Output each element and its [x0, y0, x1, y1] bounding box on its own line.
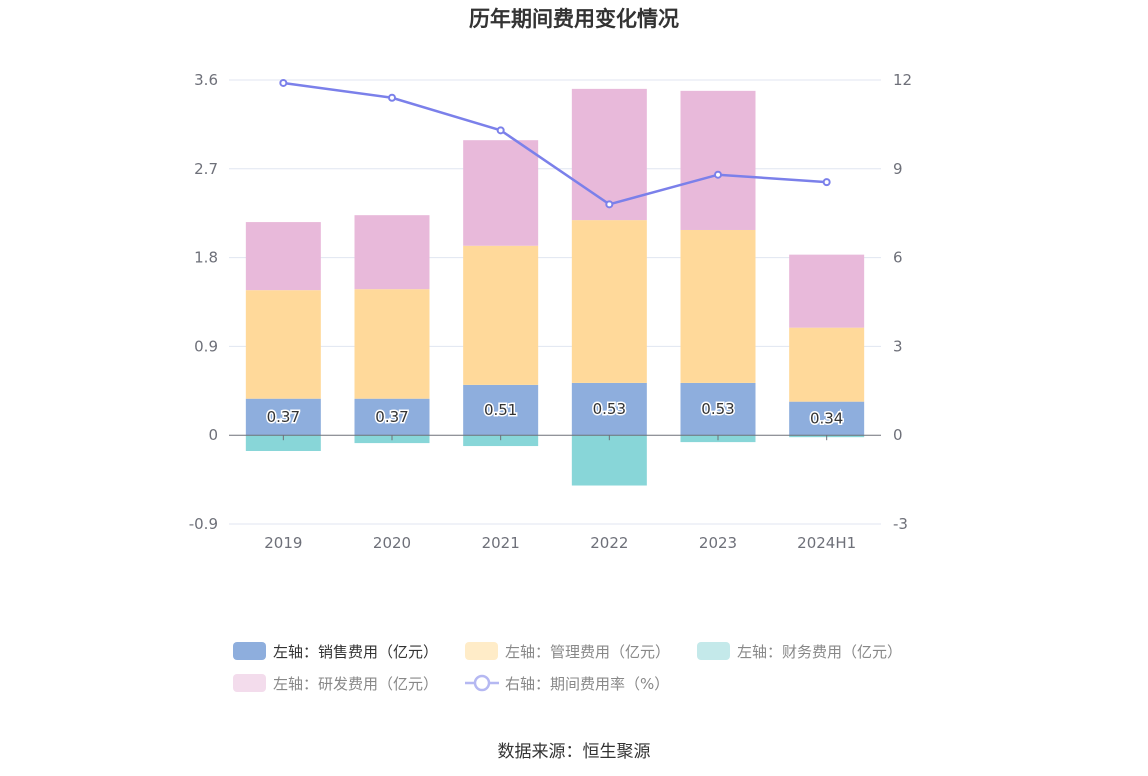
y-axis-right: 12 9 6 3 0 -3	[893, 71, 912, 533]
y-right-tick-label: 0	[893, 426, 903, 444]
rate-point	[822, 178, 831, 187]
rate-point	[605, 200, 614, 209]
line-series	[279, 78, 831, 209]
data-label: 0.34	[810, 409, 843, 427]
legend-label: 左轴：管理费用（亿元）	[505, 643, 670, 661]
legend-label: 左轴：研发费用（亿元）	[273, 675, 438, 693]
data-label: 0.53	[593, 400, 626, 418]
legend-item[interactable]: 左轴：财务费用（亿元）	[697, 642, 902, 661]
y-right-tick-label: -3	[893, 515, 908, 533]
bar-segment	[571, 382, 647, 436]
x-tick-label: 2022	[590, 534, 628, 552]
y-left-tick-label: 0.9	[194, 337, 218, 355]
grid-lines	[229, 79, 881, 525]
bar-segment	[354, 289, 430, 399]
y-left-tick-label: 2.7	[194, 160, 218, 178]
bar-segment	[680, 382, 756, 436]
data-label: 0.37	[375, 408, 408, 426]
bar-series	[245, 88, 865, 486]
bar-segment	[354, 215, 430, 290]
y-axis-left: 3.6 2.7 1.8 0.9 0 -0.9	[189, 71, 218, 533]
bar-segment	[463, 435, 539, 447]
x-tick-label: 2021	[482, 534, 520, 552]
rate-line	[283, 81, 827, 206]
data-label: 0.51	[484, 401, 517, 419]
y-right-tick-label: 3	[893, 337, 903, 355]
bar-segment	[680, 229, 756, 383]
y-right-tick-label: 6	[893, 249, 903, 267]
legend-swatch	[465, 642, 498, 660]
y-left-tick-label: 1.8	[194, 249, 218, 267]
rate-point	[279, 78, 288, 87]
y-right-tick-label: 12	[893, 71, 912, 89]
legend-label: 左轴：销售费用（亿元）	[273, 643, 438, 661]
legend-swatch	[233, 642, 266, 660]
rate-point	[496, 126, 505, 135]
chart-title: 历年期间费用变化情况	[469, 7, 679, 31]
legend-item[interactable]: 左轴：管理费用（亿元）	[465, 642, 670, 661]
data-label: 0.53	[701, 400, 734, 418]
legend-label: 左轴：财务费用（亿元）	[737, 643, 902, 661]
source-label: 数据来源：恒生聚源	[498, 742, 651, 762]
bar-segment	[571, 220, 647, 383]
y-right-tick-label: 9	[893, 160, 903, 178]
x-tick-label: 2020	[373, 534, 411, 552]
x-tick-label: 2024H1	[797, 534, 856, 552]
rate-point	[388, 93, 396, 102]
bar-segment	[245, 222, 321, 291]
legend-item[interactable]: 右轴：期间费用率（%）	[465, 674, 669, 693]
legend[interactable]: 左轴：销售费用（亿元） 左轴：管理费用（亿元） 左轴：财务费用（亿元） 左轴：研发费用…	[233, 642, 902, 693]
legend-item[interactable]: 左轴：销售费用（亿元）	[233, 642, 438, 661]
legend-swatch	[233, 674, 266, 692]
x-tick-label: 2023	[699, 534, 737, 552]
legend-item[interactable]: 左轴：研发费用（亿元）	[233, 674, 438, 693]
legend-swatch	[697, 642, 730, 660]
bar-segment	[463, 245, 539, 385]
x-tick-label: 2019	[264, 534, 302, 552]
legend-line-marker	[473, 674, 491, 692]
data-label: 0.37	[267, 408, 300, 426]
bar-segment	[463, 384, 539, 436]
bar-segment	[354, 398, 430, 436]
bar-segment	[680, 90, 756, 230]
rate-point	[714, 170, 722, 179]
bar-segment	[789, 327, 865, 402]
bar-segment	[571, 435, 647, 486]
y-left-tick-label: -0.9	[189, 515, 218, 533]
y-left-tick-label: 3.6	[194, 71, 218, 89]
data-labels: 0.37 0.37 0.51 0.53 0.53 0.34	[265, 399, 845, 429]
bar-segment	[245, 290, 321, 399]
bar-segment	[463, 140, 539, 246]
bar-segment	[245, 398, 321, 436]
y-left-tick-label: 0	[208, 426, 218, 444]
bar-segment	[789, 401, 865, 436]
legend-label: 右轴：期间费用率（%）	[505, 675, 669, 693]
bar-segment	[245, 435, 321, 451]
bar-segment	[789, 254, 865, 328]
x-axis: 2019 2020 2021 2022 2023 2024H1	[229, 434, 881, 552]
